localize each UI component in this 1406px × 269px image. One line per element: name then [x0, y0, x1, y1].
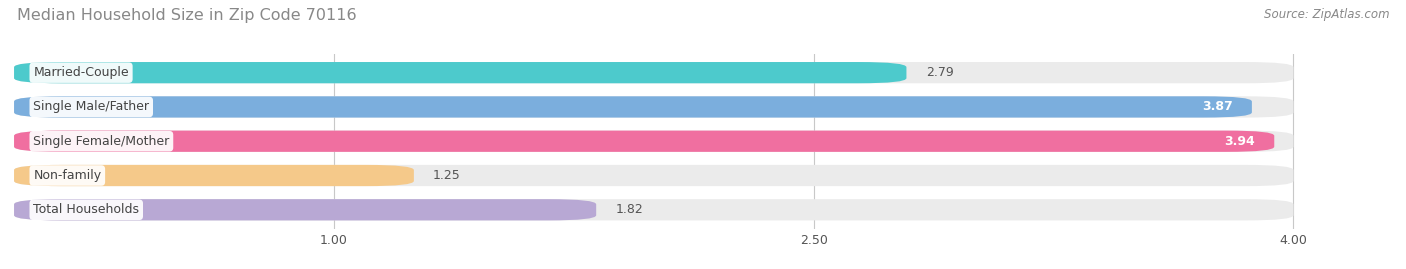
Text: 1.82: 1.82: [616, 203, 643, 216]
FancyBboxPatch shape: [14, 96, 1251, 118]
Text: Source: ZipAtlas.com: Source: ZipAtlas.com: [1264, 8, 1389, 21]
Text: Total Households: Total Households: [34, 203, 139, 216]
Text: Single Male/Father: Single Male/Father: [34, 100, 149, 114]
FancyBboxPatch shape: [14, 199, 1294, 220]
FancyBboxPatch shape: [14, 96, 1294, 118]
FancyBboxPatch shape: [14, 130, 1294, 152]
Text: 3.87: 3.87: [1202, 100, 1233, 114]
FancyBboxPatch shape: [14, 165, 1294, 186]
Text: Non-family: Non-family: [34, 169, 101, 182]
Text: 2.79: 2.79: [925, 66, 953, 79]
FancyBboxPatch shape: [14, 62, 1294, 83]
FancyBboxPatch shape: [14, 165, 413, 186]
Text: 1.25: 1.25: [433, 169, 461, 182]
FancyBboxPatch shape: [14, 62, 907, 83]
Text: Married-Couple: Married-Couple: [34, 66, 129, 79]
FancyBboxPatch shape: [14, 130, 1274, 152]
Text: Single Female/Mother: Single Female/Mother: [34, 135, 170, 148]
FancyBboxPatch shape: [14, 199, 596, 220]
Text: Median Household Size in Zip Code 70116: Median Household Size in Zip Code 70116: [17, 8, 357, 23]
Text: 3.94: 3.94: [1225, 135, 1256, 148]
